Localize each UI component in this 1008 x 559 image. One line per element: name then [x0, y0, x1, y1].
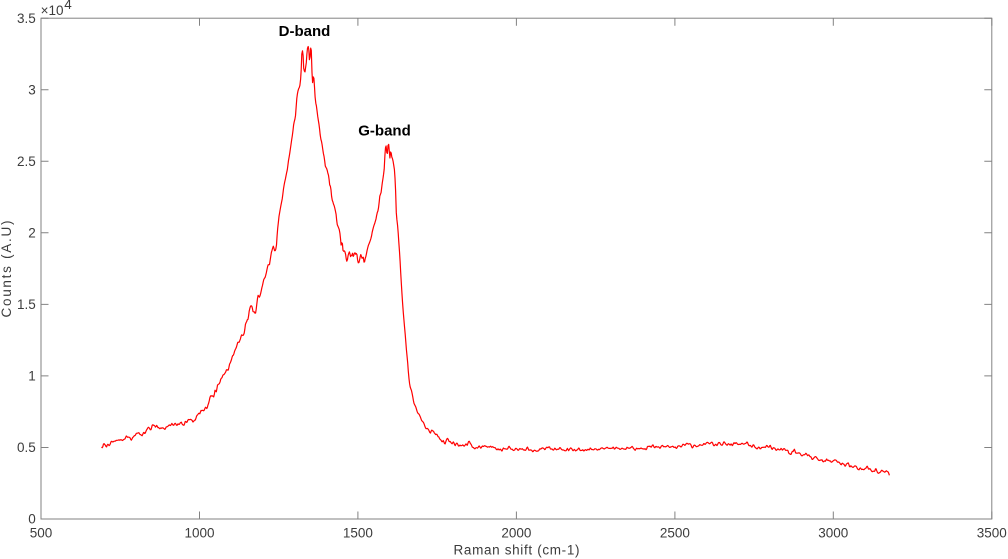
svg-text:1: 1 [28, 369, 36, 384]
svg-text:Counts (A.U): Counts (A.U) [0, 221, 14, 318]
svg-text:0: 0 [28, 512, 36, 527]
svg-text:×10: ×10 [41, 3, 64, 18]
svg-text:1000: 1000 [184, 526, 214, 541]
svg-text:4: 4 [64, 0, 72, 12]
svg-text:0.5: 0.5 [17, 440, 36, 455]
svg-text:1.5: 1.5 [17, 297, 36, 312]
svg-text:2500: 2500 [660, 526, 690, 541]
svg-text:500: 500 [30, 526, 53, 541]
svg-text:3500: 3500 [977, 526, 1007, 541]
svg-text:2.5: 2.5 [17, 154, 36, 169]
svg-text:Raman shift (cm-1): Raman shift (cm-1) [454, 543, 580, 558]
svg-text:3000: 3000 [818, 526, 848, 541]
svg-text:1500: 1500 [343, 526, 373, 541]
svg-text:2: 2 [28, 226, 36, 241]
svg-text:3: 3 [28, 82, 36, 97]
svg-text:D-band: D-band [279, 23, 331, 40]
svg-text:2000: 2000 [501, 526, 531, 541]
svg-text:3.5: 3.5 [17, 11, 36, 26]
svg-text:G-band: G-band [358, 123, 411, 140]
